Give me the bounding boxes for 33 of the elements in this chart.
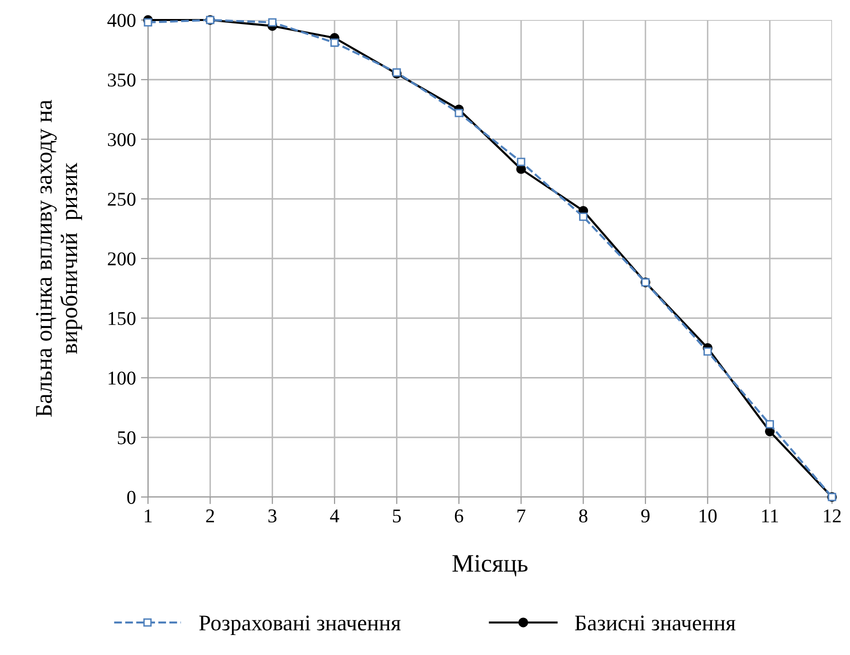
point <box>766 420 774 428</box>
y-tick-label: 250 <box>108 192 136 206</box>
x-tick-label: 10 <box>700 509 717 522</box>
x-tick-label: 12 <box>824 509 841 522</box>
point <box>703 347 712 356</box>
point <box>579 212 588 221</box>
x-tick-label: 8 <box>579 509 588 522</box>
point <box>144 18 152 27</box>
legend-label: Розраховані значення <box>199 616 401 635</box>
y-tick-label: 200 <box>108 252 136 266</box>
y-tick-label: 50 <box>118 431 136 444</box>
x-tick-label: 9 <box>641 509 650 522</box>
x-axis-title: Місяць <box>452 555 528 576</box>
point <box>330 38 339 47</box>
x-tick-label: 3 <box>268 509 276 522</box>
x-tick-label: 1 <box>144 509 152 522</box>
x-tick-label: 2 <box>206 509 214 522</box>
y-axis-title: Бальна оцінка впливу заходу на виробничий ризик <box>36 100 82 417</box>
x-tick-label: 6 <box>454 509 464 522</box>
y-tick-label: 350 <box>108 73 136 87</box>
point <box>268 18 277 27</box>
y-tick-label: 300 <box>108 133 136 146</box>
y-tick-label: 100 <box>108 372 136 385</box>
point <box>516 158 526 166</box>
y-tick-label: 150 <box>108 312 136 326</box>
x-tick-label: 4 <box>330 510 340 522</box>
y-tick-label: 0 <box>127 490 136 504</box>
point <box>454 108 464 118</box>
x-tick-label: 11 <box>762 509 778 522</box>
legend-label: Базисні значення <box>575 616 736 630</box>
x-tick-label: 7 <box>518 510 526 522</box>
y-tick-label: 400 <box>107 14 136 27</box>
x-tick-label: 5 <box>392 510 401 522</box>
